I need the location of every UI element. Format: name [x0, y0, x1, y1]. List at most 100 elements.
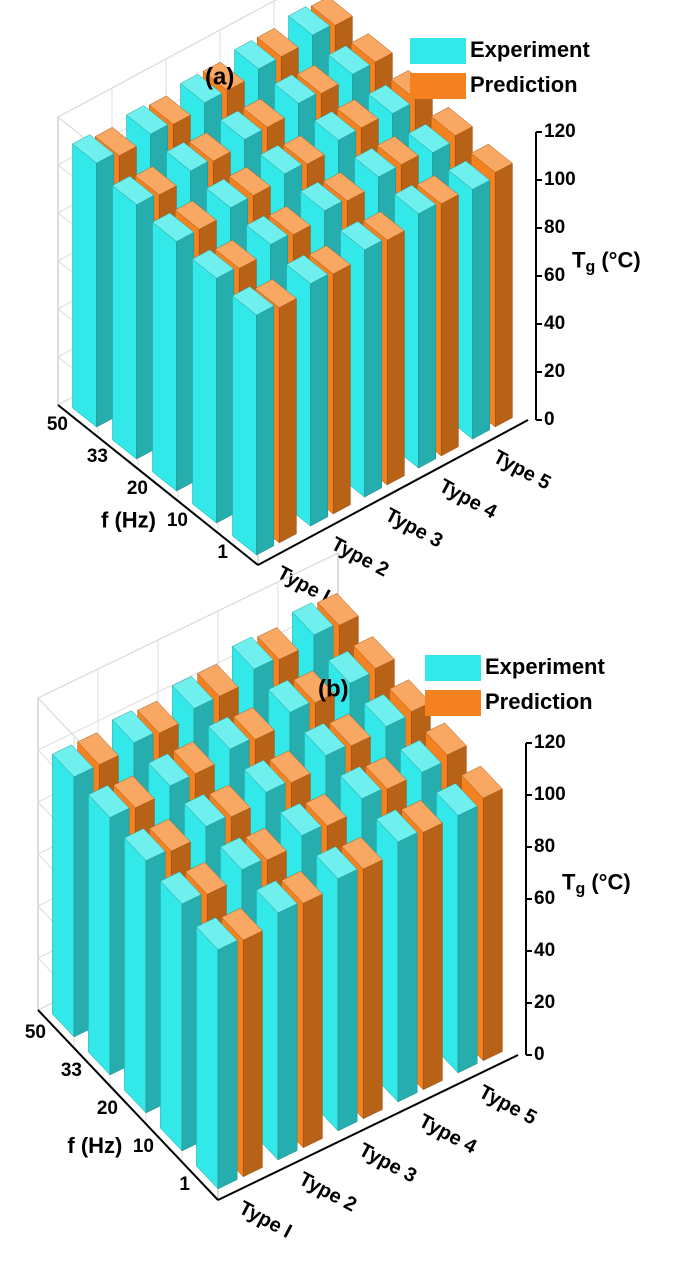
bar-top — [94, 127, 137, 156]
f-tick-label: 10 — [167, 510, 188, 531]
bar-top — [315, 846, 358, 880]
bar-front — [418, 203, 437, 469]
legend-swatch — [425, 655, 481, 681]
f-tick-label: 10 — [133, 1136, 154, 1157]
x-tick-label: Type 4 — [435, 475, 501, 524]
bar-top — [354, 148, 397, 178]
bar-top — [401, 799, 443, 833]
bar-top — [329, 713, 371, 747]
bar-front — [482, 788, 503, 1062]
bar-top — [425, 722, 467, 756]
bar-top — [206, 178, 249, 208]
bar-top — [269, 750, 311, 784]
bar-top — [470, 143, 513, 173]
f-axis — [37, 1009, 219, 1201]
panel-label: (b) — [318, 675, 349, 702]
bar-front — [386, 230, 405, 486]
x-axis — [217, 1054, 519, 1201]
bar-top — [221, 907, 263, 941]
bar-top — [243, 759, 286, 793]
bar-top — [173, 741, 215, 775]
y-tick-label: 0 — [534, 1044, 545, 1065]
bar-top — [77, 732, 119, 766]
bar-top — [148, 95, 191, 125]
bar-top — [166, 142, 209, 172]
bar-top — [220, 110, 263, 140]
bar-top — [341, 836, 383, 870]
y-tick-label: 100 — [534, 784, 566, 805]
y-tick-label: 40 — [544, 313, 565, 334]
bar-top — [282, 135, 325, 165]
bar-side — [160, 880, 183, 1152]
bar-top — [147, 753, 190, 787]
y-tick-label: 0 — [544, 409, 555, 430]
bar-top — [448, 160, 491, 190]
bar-top — [260, 145, 303, 175]
bar-front — [310, 273, 329, 527]
bar-front — [397, 832, 418, 1103]
bar-front — [457, 805, 478, 1074]
y-axis-label: Tg (°C) — [572, 247, 641, 275]
f-tick-label: 33 — [87, 446, 108, 467]
bar-top — [183, 794, 226, 827]
x-axis — [257, 419, 529, 566]
bar — [232, 286, 275, 556]
bar-top — [192, 249, 235, 279]
bar-top — [350, 33, 393, 63]
f-tick-label: 33 — [61, 1060, 82, 1081]
bar-side — [124, 837, 147, 1114]
bar-top — [228, 166, 271, 196]
bar-top — [123, 828, 166, 862]
bar-top — [268, 206, 311, 235]
bar-front — [277, 903, 298, 1161]
bar-top — [111, 710, 154, 744]
bar-top — [207, 716, 250, 750]
bar-top — [286, 254, 329, 284]
y-tick-label: 120 — [544, 121, 576, 142]
y-tick-label: 120 — [534, 732, 566, 753]
x-tick-label: Type 2 — [295, 1168, 360, 1216]
bar-top — [87, 785, 130, 818]
bar-top — [202, 61, 245, 91]
bar — [51, 744, 94, 1038]
bar-top — [134, 166, 177, 196]
bar-front — [96, 153, 115, 428]
bar-front — [494, 162, 513, 428]
bar-front — [332, 264, 351, 515]
bar-front — [362, 859, 383, 1120]
bar-top — [197, 663, 239, 697]
bar-top — [254, 279, 297, 308]
legend-swatch — [410, 38, 466, 64]
x-tick-label: Type 2 — [327, 533, 392, 581]
f-tick-label: 20 — [97, 1098, 118, 1119]
bar-top — [328, 45, 371, 75]
bar-side — [72, 143, 97, 428]
bar-top — [234, 40, 277, 70]
bar-side — [152, 221, 177, 492]
y-tick-label: 20 — [534, 992, 555, 1013]
y-axis-label: Tg (°C) — [562, 869, 631, 897]
bar-top — [303, 723, 346, 756]
bar-side — [196, 926, 219, 1190]
y-tick-label: 100 — [544, 169, 576, 190]
x-tick-label: Type 3 — [355, 1139, 420, 1187]
bar-top — [363, 694, 406, 727]
bar-front — [364, 240, 383, 498]
bar-top — [399, 739, 442, 773]
bar — [152, 212, 195, 492]
bar-top — [291, 602, 334, 636]
bar-top — [340, 221, 383, 251]
bar-front — [337, 869, 358, 1132]
grid-line — [37, 604, 339, 751]
y-tick-label: 80 — [544, 217, 565, 238]
bar-top — [339, 766, 382, 800]
bar-top — [137, 700, 179, 734]
bar-top — [296, 64, 339, 94]
bar-top — [256, 28, 299, 57]
bar-top — [185, 861, 227, 895]
bar-top — [394, 184, 437, 214]
f-tick-label: 1 — [217, 542, 228, 563]
bar-top — [209, 784, 251, 818]
bar-front — [278, 298, 297, 544]
